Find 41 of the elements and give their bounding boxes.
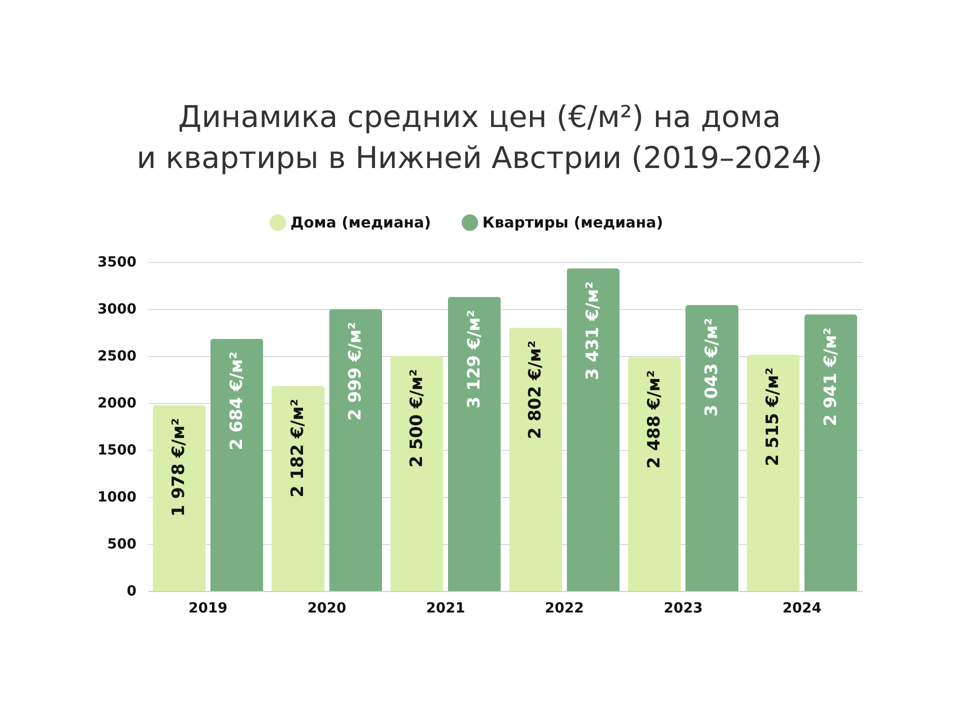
y-tick-label: 1500 xyxy=(98,442,137,458)
legend-label: Дома (медиана) xyxy=(290,214,432,232)
y-tick-label: 0 xyxy=(126,584,137,600)
y-tick-label: 3500 xyxy=(98,254,137,270)
legend-label: Квартиры (медиана) xyxy=(482,214,664,232)
data-label: 1 978 €/м² xyxy=(169,418,190,517)
bar xyxy=(686,304,738,591)
x-tick-label: 2022 xyxy=(544,600,584,616)
x-tick-label: 2020 xyxy=(307,600,347,616)
x-tick-label: 2024 xyxy=(782,600,822,616)
y-tick-label: 3000 xyxy=(98,302,137,318)
data-label: 3 129 €/м² xyxy=(464,310,484,408)
data-label: 2 941 €/м² xyxy=(820,328,841,426)
bar xyxy=(628,357,681,591)
data-label: 2 684 €/м² xyxy=(226,352,247,450)
bar xyxy=(448,296,501,591)
data-label: 3 431 €/м² xyxy=(583,281,604,380)
bar xyxy=(152,405,206,591)
x-tick-label: 2021 xyxy=(426,600,466,616)
bar xyxy=(509,328,562,591)
bar xyxy=(746,354,800,591)
data-label: 3 043 €/м² xyxy=(702,318,722,416)
bar xyxy=(566,268,620,591)
y-tick-label: 1000 xyxy=(98,490,137,506)
data-label: 2 488 €/м² xyxy=(644,370,664,469)
data-label: 2 182 €/м² xyxy=(288,398,308,498)
data-label: 2 500 €/м² xyxy=(406,369,427,468)
y-tick-label: 2500 xyxy=(98,348,137,364)
bar xyxy=(329,309,382,591)
y-tick-label: 500 xyxy=(107,536,137,552)
data-label: 2 515 €/м² xyxy=(763,368,784,466)
y-tick-label: 2000 xyxy=(98,396,137,412)
data-label: 2 999 €/м² xyxy=(346,322,366,421)
x-tick-label: 2019 xyxy=(188,600,228,616)
bar xyxy=(390,356,444,591)
bar xyxy=(210,338,264,591)
bar xyxy=(804,314,858,591)
data-label: 2 802 €/м² xyxy=(526,340,546,440)
bar xyxy=(272,386,324,591)
chart-title: Динамика средних цен (€/м²) на дома и квартиры в Нижней Австрии (2019–2024) xyxy=(136,100,822,176)
x-tick-label: 2023 xyxy=(664,600,703,616)
